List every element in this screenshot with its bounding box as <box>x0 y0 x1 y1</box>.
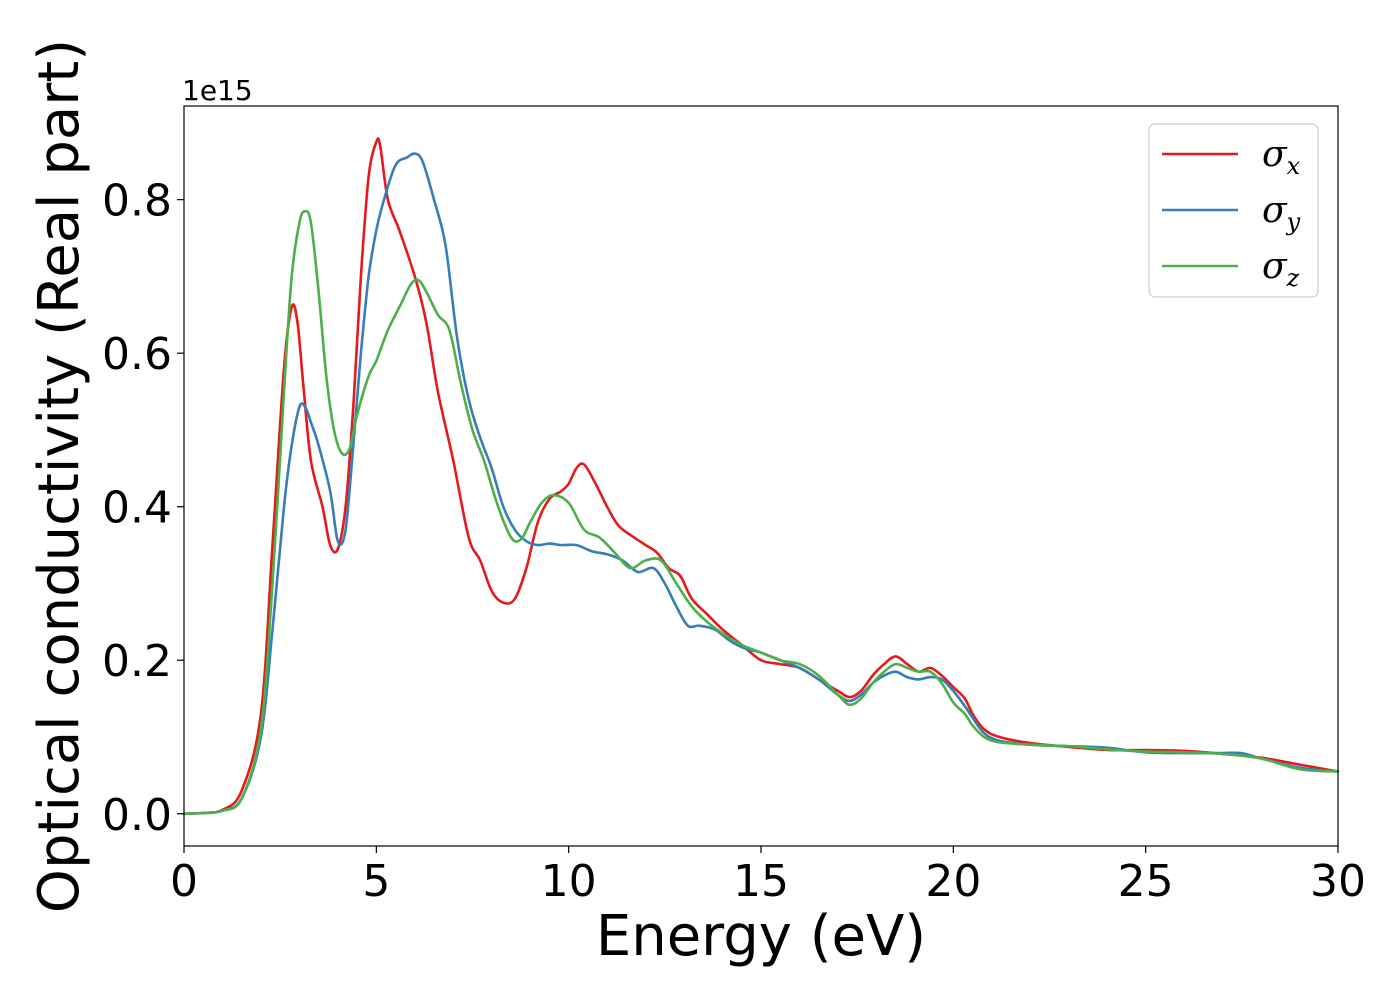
legend-label-z: σz <box>1262 246 1300 292</box>
x-tick-label: 25 <box>1118 856 1174 907</box>
series-lines <box>182 137 1340 816</box>
y-axis-label: Optical conductivity (Real part) <box>27 39 92 913</box>
x-tick-label: 0 <box>170 856 198 907</box>
y-tick-label: 0.8 <box>102 176 172 227</box>
y-tick-label: 0.6 <box>102 329 172 380</box>
y-tick-label: 0.2 <box>102 636 172 687</box>
legend-label-y: σy <box>1262 190 1301 236</box>
y-tick-label: 0.4 <box>102 483 172 534</box>
series-line-y <box>182 152 1340 816</box>
x-tick-label: 15 <box>733 856 789 907</box>
x-axis-ticks: 0 5 10 15 20 25 30 <box>170 846 1366 907</box>
x-tick-label: 20 <box>925 856 981 907</box>
x-axis-label: Energy (eV) <box>596 904 926 969</box>
series-line-x <box>182 137 1340 816</box>
x-tick-label: 30 <box>1310 856 1366 907</box>
y-offset-label: 1e15 <box>182 74 253 107</box>
y-axis-ticks: 0.0 0.2 0.4 0.6 0.8 <box>102 176 184 841</box>
x-tick-label: 10 <box>541 856 597 907</box>
legend: σx σy σz <box>1148 123 1319 298</box>
y-tick-label: 0.0 <box>102 790 172 841</box>
x-tick-label: 5 <box>362 856 390 907</box>
series-line-z <box>182 209 1340 816</box>
legend-label-x: σx <box>1262 134 1301 180</box>
